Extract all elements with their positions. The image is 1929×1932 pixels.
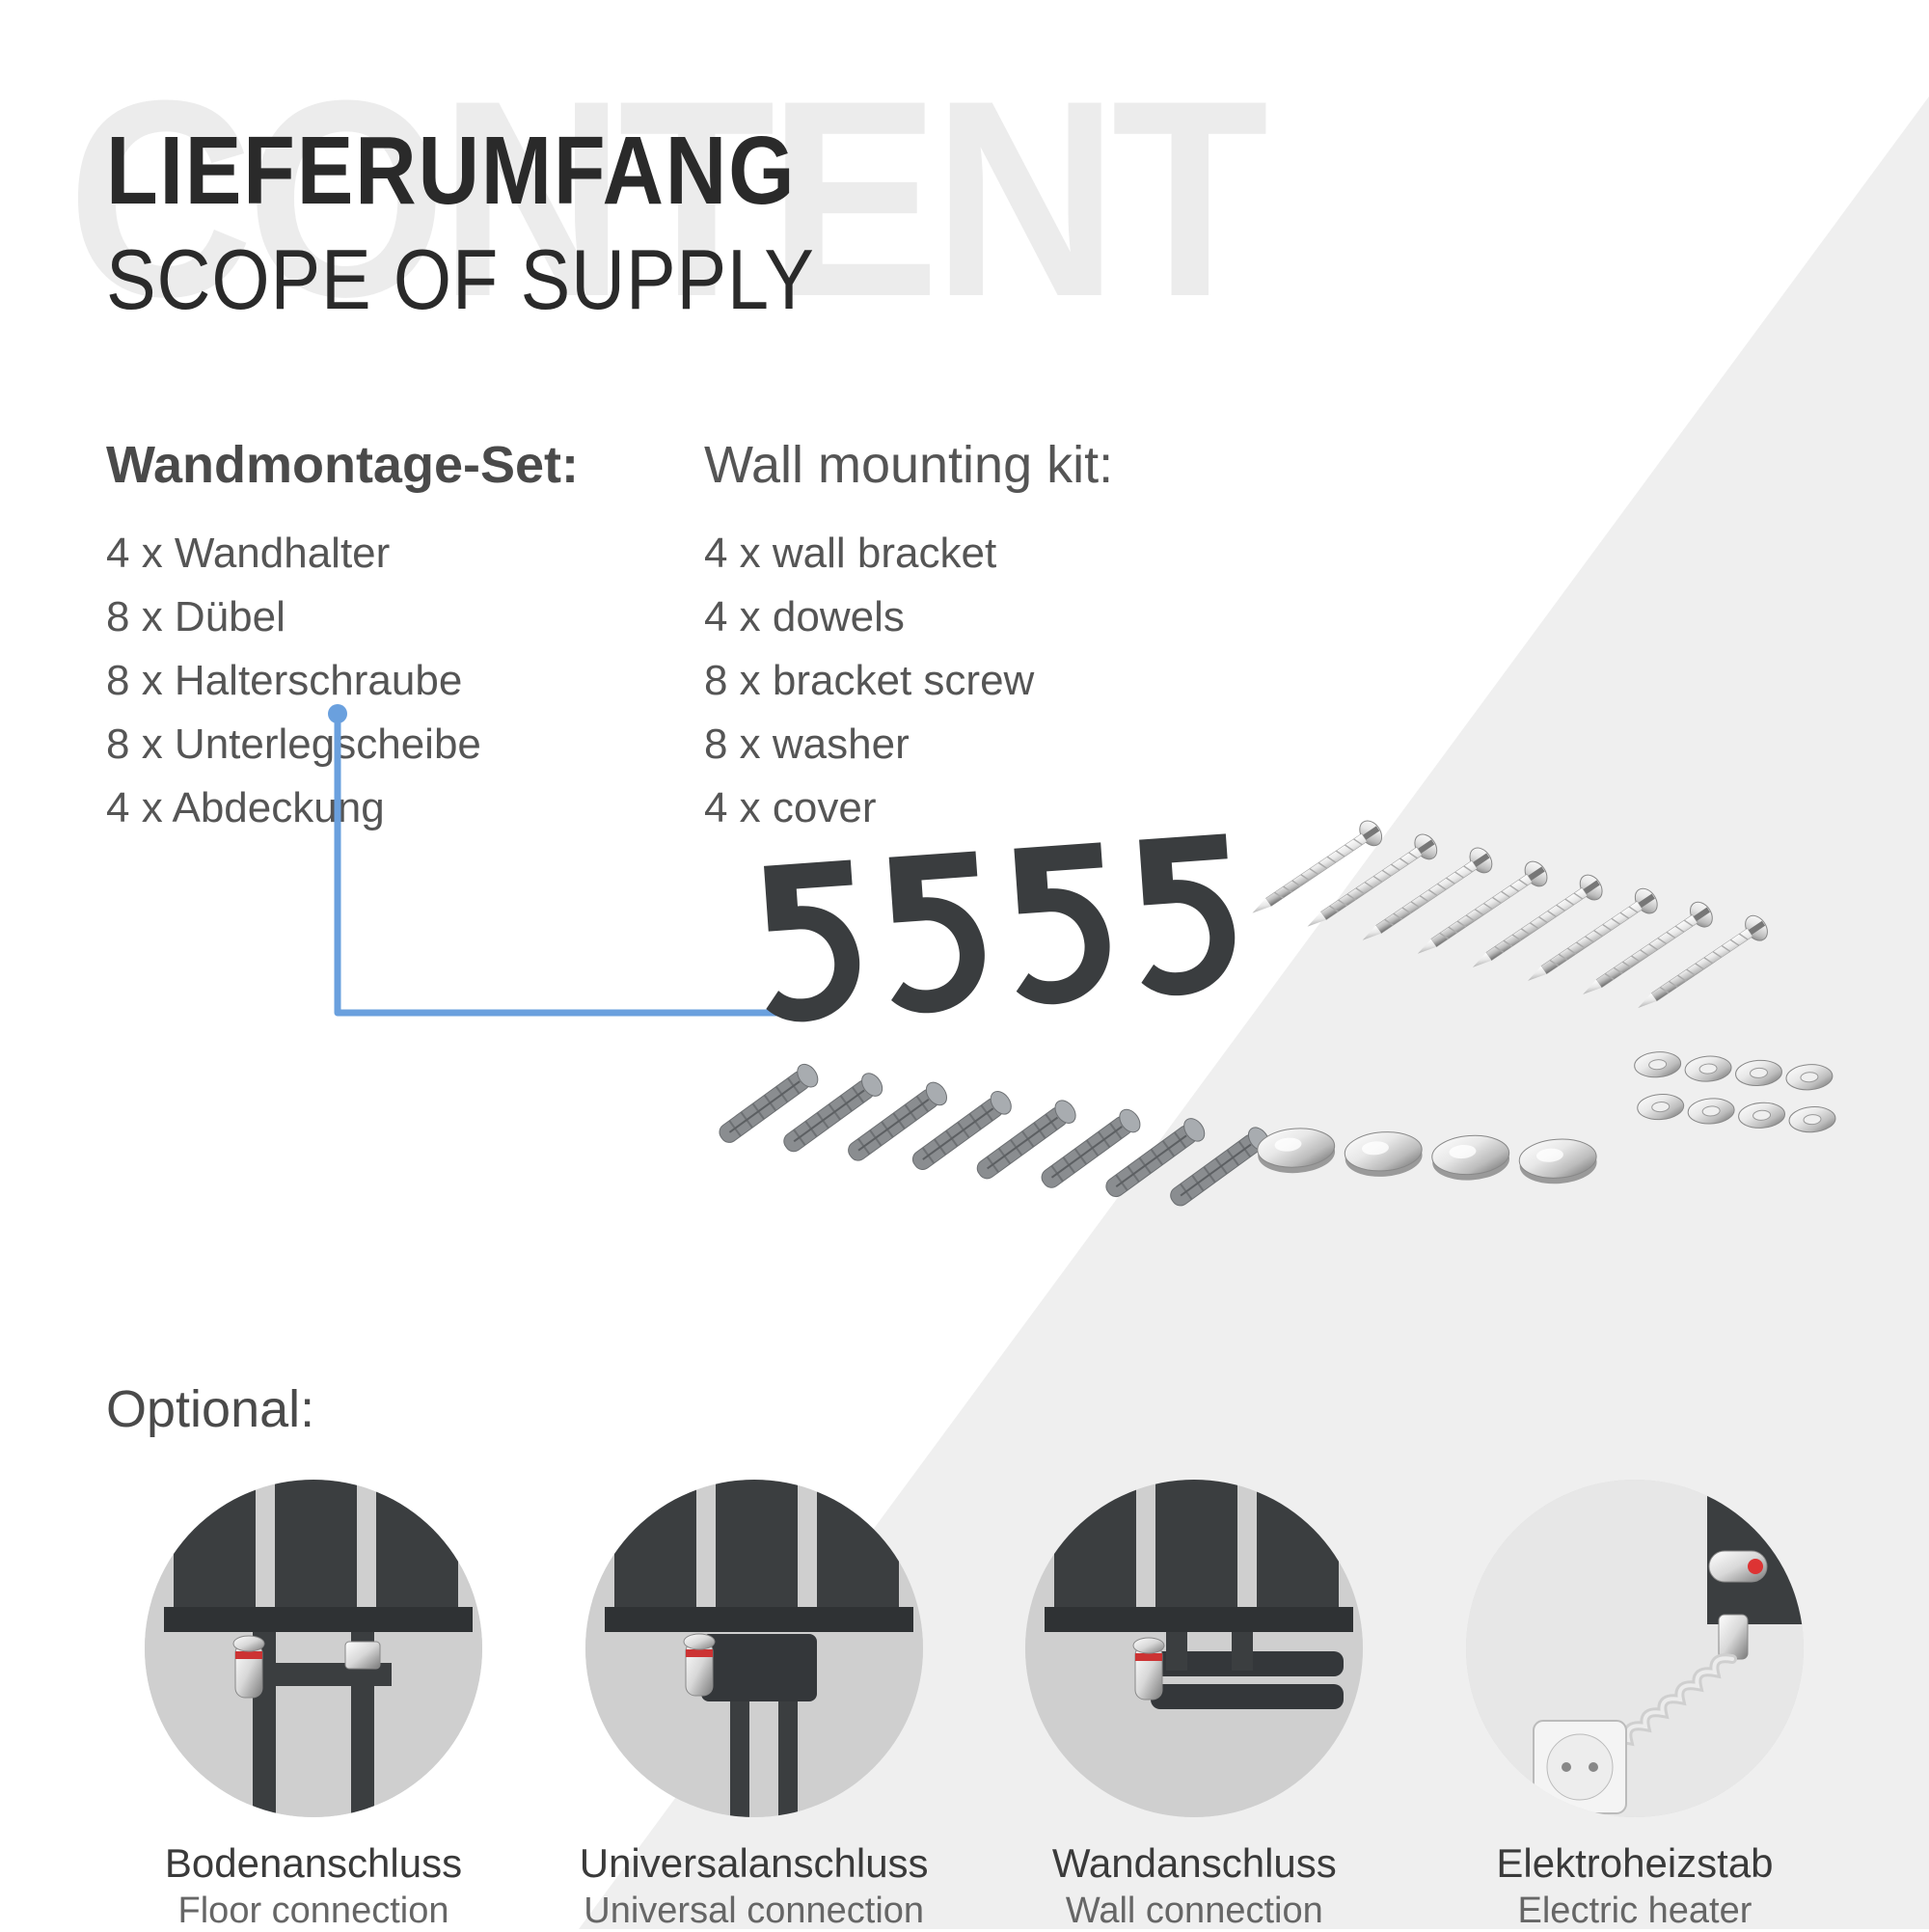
optional-circle xyxy=(145,1480,482,1817)
optional-label-de: Wandanschluss xyxy=(1052,1840,1337,1887)
list-de-head: Wandmontage-Set: xyxy=(106,435,579,495)
list-de-item: 8 x Halterschraube xyxy=(106,649,579,713)
optional-item-electric: Elektroheizstab Electric heater xyxy=(1427,1480,1842,1932)
list-en-item: 4 x wall bracket xyxy=(704,522,1113,585)
list-de-item: 4 x Wandhalter xyxy=(106,522,579,585)
optional-circle xyxy=(1466,1480,1804,1817)
title-en: SCOPE OF SUPPLY xyxy=(106,231,1617,329)
list-en-item: 4 x dowels xyxy=(704,585,1113,649)
main-content: LIEFERUMFANG SCOPE OF SUPPLY Wandmontage… xyxy=(0,0,1929,840)
list-de: Wandmontage-Set: 4 x Wandhalter 8 x Dübe… xyxy=(106,435,579,840)
optional-label-en: Universal connection xyxy=(584,1891,924,1932)
list-en-item: 8 x washer xyxy=(704,713,1113,776)
optional-head: Optional: xyxy=(106,1379,1842,1439)
optional-label-de: Bodenanschluss xyxy=(165,1840,462,1887)
list-de-item: 8 x Dübel xyxy=(106,585,579,649)
optional-item-wall: Wandanschluss Wall connection xyxy=(987,1480,1401,1932)
optional-label-en: Floor connection xyxy=(178,1891,449,1932)
optional-section: Optional: Bodenanschluss Floor connectio… xyxy=(106,1379,1842,1932)
optional-item-universal: Universalanschluss Universal connection xyxy=(547,1480,962,1932)
list-en-item: 8 x bracket screw xyxy=(704,649,1113,713)
list-en: Wall mounting kit: 4 x wall bracket 4 x … xyxy=(704,435,1113,840)
list-de-item: 8 x Unterlegscheibe xyxy=(106,713,579,776)
hardware-illustration xyxy=(694,810,1852,1293)
optional-circle xyxy=(585,1480,923,1817)
optional-item-floor: Bodenanschluss Floor connection xyxy=(106,1480,521,1932)
list-de-item: 4 x Abdeckung xyxy=(106,776,579,840)
optional-label-en: Electric heater xyxy=(1518,1891,1752,1932)
optional-circle xyxy=(1025,1480,1363,1817)
optional-label-de: Universalanschluss xyxy=(580,1840,929,1887)
optional-label-de: Elektroheizstab xyxy=(1496,1840,1773,1887)
title-de: LIEFERUMFANG xyxy=(106,116,1617,227)
optional-label-en: Wall connection xyxy=(1066,1891,1323,1932)
optional-row: Bodenanschluss Floor connection Universa… xyxy=(106,1480,1842,1932)
lists-container: Wandmontage-Set: 4 x Wandhalter 8 x Dübe… xyxy=(106,435,1823,840)
list-en-head: Wall mounting kit: xyxy=(704,435,1113,495)
